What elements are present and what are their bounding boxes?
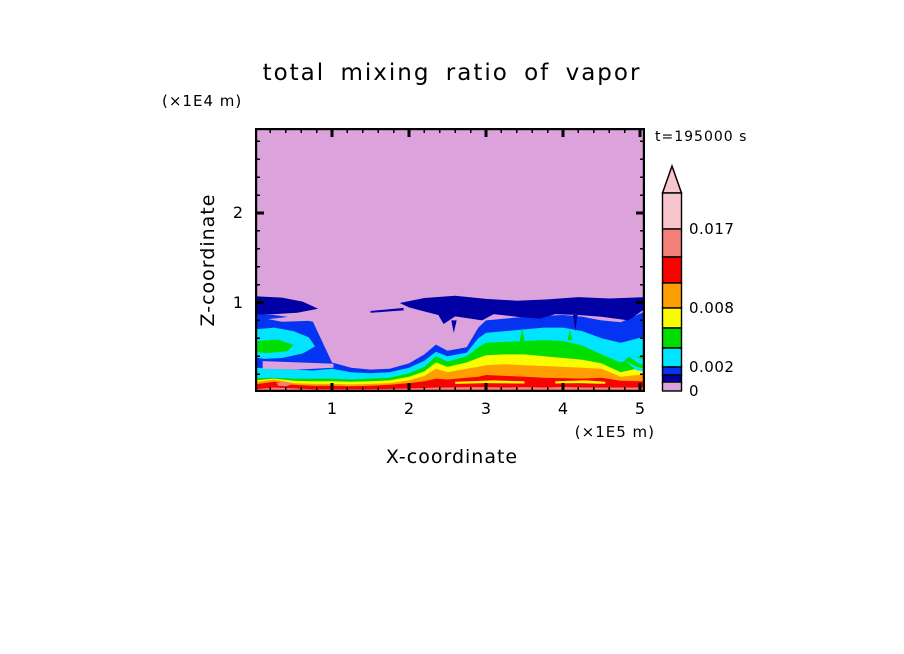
- colorbar-tick-label: 0.008: [689, 299, 735, 317]
- colorbar-segment-yellow: [661, 307, 683, 329]
- colorbar-segment-plum: [661, 381, 683, 392]
- x-tick-label: 5: [634, 399, 646, 418]
- plot-frame: [255, 128, 645, 392]
- colorbar: [661, 164, 683, 394]
- x-tick-label: 2: [403, 399, 415, 418]
- colorbar-segment-cyan: [661, 347, 683, 368]
- x-tick-label: 1: [326, 399, 338, 418]
- y-tick-label: 2: [232, 203, 243, 223]
- navy-wisp: [370, 307, 404, 313]
- time-annotation: t=195000 s: [655, 129, 748, 145]
- colorbar-segment-green: [661, 327, 683, 349]
- plot-area: [255, 128, 645, 392]
- plum-gap: [262, 361, 334, 370]
- salmon-spot: [276, 381, 294, 387]
- contour-field: [255, 128, 645, 392]
- colorbar-tick-label: 0.002: [689, 358, 735, 376]
- navy-spike-2: [573, 315, 578, 332]
- navy-left-lobe: [255, 296, 319, 315]
- yellow-streak-2: [555, 380, 606, 384]
- y-tick-label: 1: [232, 292, 243, 312]
- colorbar-scale: [661, 164, 683, 392]
- yellow-streak-1: [455, 380, 525, 384]
- navy-spike-1: [451, 320, 457, 333]
- colorbar-segment-blue: [661, 366, 683, 376]
- colorbar-segment-pink: [661, 192, 683, 230]
- colorbar-segment-orange: [661, 282, 683, 309]
- green-spike-2: [567, 329, 573, 341]
- navy-main-band: [399, 295, 645, 324]
- y-axis-unit-label: (×1E4 m): [162, 92, 243, 110]
- x-tick-label: 4: [557, 399, 569, 418]
- green-core: [257, 339, 294, 354]
- colorbar-arrow: [661, 164, 683, 194]
- colorbar-tick-label: 0: [689, 382, 700, 400]
- plum-wedge: [268, 315, 339, 328]
- colorbar-segment-navy: [661, 374, 683, 383]
- colorbar-tick-label: 0.017: [689, 220, 735, 238]
- colorbar-segment-salmon: [661, 228, 683, 258]
- x-tick-label: 3: [480, 399, 492, 418]
- green-spike-1: [519, 327, 525, 341]
- x-axis-unit-label: (×1E5 m): [574, 423, 655, 441]
- x-axis-title: X-coordinate: [385, 446, 519, 468]
- green-curl: [624, 356, 645, 369]
- chart-title: total mixing ratio of vapor: [262, 60, 642, 86]
- colorbar-segment-red: [661, 256, 683, 284]
